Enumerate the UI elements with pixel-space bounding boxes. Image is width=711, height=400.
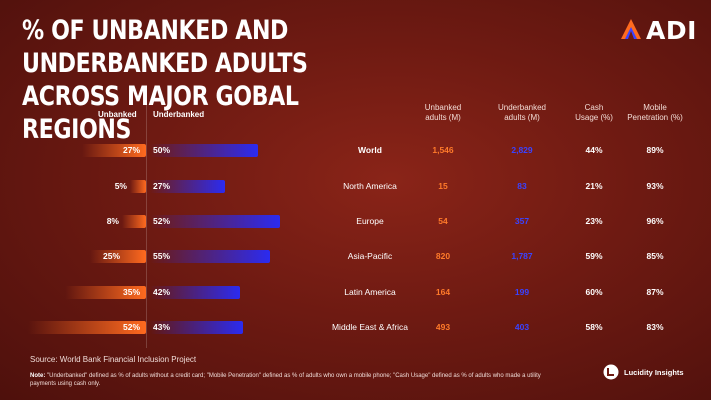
region-label: North America — [343, 181, 397, 191]
lucidity-brand: Lucidity Insights — [603, 364, 684, 380]
mobile-penetration-value: 89% — [646, 145, 664, 155]
cash-usage-value: 58% — [585, 322, 603, 332]
underbanked-adults-value: 83 — [517, 181, 527, 191]
unbanked-adults-value: 1,546 — [432, 145, 454, 155]
unbanked-adults-value: 54 — [438, 216, 448, 226]
unbanked-bar — [122, 215, 146, 228]
underbanked-value: 43% — [153, 322, 171, 332]
header-unbanked: Unbanked — [98, 110, 137, 119]
note-label: Note: — [30, 373, 46, 379]
unbanked-value: 5% — [114, 181, 127, 191]
unbanked-adults-value: 15 — [438, 181, 448, 191]
unbanked-bar — [65, 286, 146, 299]
header-underbanked: Underbanked — [153, 110, 205, 119]
unbanked-adults-value: 164 — [435, 287, 451, 297]
cash-usage-value: 59% — [585, 251, 603, 261]
mobile-penetration-value: 85% — [646, 251, 664, 261]
unbanked-adults-value: 820 — [435, 251, 451, 261]
table-row-europe: 8% 52% Europe 54 357 23% 96% — [0, 211, 711, 231]
header-mobile-penetration: Mobile Penetration (%) — [627, 103, 683, 122]
underbanked-adults-value: 357 — [514, 216, 530, 226]
unbanked-adults-value: 493 — [435, 322, 451, 332]
mobile-penetration-value: 83% — [646, 322, 664, 332]
cash-usage-value: 21% — [585, 181, 603, 191]
unbanked-value: 25% — [102, 251, 120, 261]
table-row-north-america: 5% 27% North America 15 83 21% 93% — [0, 176, 711, 196]
source-text: Source: World Bank Financial Inclusion P… — [30, 355, 197, 364]
cash-usage-value: 60% — [585, 287, 603, 297]
underbanked-bar — [150, 180, 225, 193]
unbanked-value: 8% — [106, 216, 119, 226]
unbanked-value: 35% — [122, 287, 140, 297]
region-label: Middle East & Africa — [331, 322, 409, 332]
mobile-penetration-value: 96% — [646, 216, 664, 226]
table-row-latin-america: 35% 42% Latin America 164 199 60% 87% — [0, 282, 711, 302]
header-underbanked-adults: Underbanked adults (M) — [497, 103, 547, 122]
unbanked-bar — [90, 250, 146, 263]
table-row-middle-east-africa: 52% 43% Middle East & Africa 493 403 58%… — [0, 317, 711, 337]
underbanked-adults-value: 199 — [514, 287, 530, 297]
region-label: Asia-Pacific — [347, 251, 393, 261]
table-row-asia-pacific: 25% 55% Asia-Pacific 820 1,787 59% 85% — [0, 246, 711, 266]
page-title: % of Unbanked and Underbanked Adults Acr… — [22, 15, 308, 145]
underbanked-value: 27% — [153, 181, 171, 191]
underbanked-value: 55% — [153, 251, 171, 261]
unbanked-bar — [82, 144, 146, 157]
mobile-penetration-value: 93% — [646, 181, 664, 191]
underbanked-value: 50% — [153, 145, 171, 155]
brand-text: Lucidity Insights — [624, 367, 684, 377]
adi-triangle-logo-icon — [621, 19, 641, 39]
underbanked-bar — [150, 321, 243, 334]
table-row-world: 27% 50% World 1,546 2,829 44% 89% — [0, 140, 711, 160]
underbanked-adults-value: 403 — [514, 322, 530, 332]
underbanked-value: 52% — [153, 216, 171, 226]
underbanked-adults-value: 2,829 — [511, 145, 533, 155]
header-unbanked-adults: Unbanked adults (M) — [424, 103, 462, 122]
underbanked-bar — [150, 286, 240, 299]
mobile-penetration-value: 87% — [646, 287, 664, 297]
unbanked-value: 52% — [122, 322, 140, 332]
region-label: Europe — [356, 216, 384, 226]
region-label: World — [358, 145, 382, 155]
header-cash-usage: Cash Usage (%) — [575, 103, 613, 122]
adi-logo: ADI — [620, 15, 697, 45]
underbanked-value: 42% — [153, 287, 171, 297]
center-divider — [146, 104, 147, 348]
underbanked-bar — [150, 144, 258, 157]
unbanked-bar — [130, 180, 146, 193]
logo-text: ADI — [646, 15, 697, 45]
underbanked-bar — [150, 250, 270, 263]
unbanked-bar — [28, 321, 146, 334]
underbanked-bar — [150, 215, 280, 228]
cash-usage-value: 44% — [585, 145, 603, 155]
lucidity-logo-icon — [603, 364, 619, 380]
region-label: Latin America — [344, 287, 396, 297]
note-text: "Underbanked" defined as % of adults wit… — [30, 373, 541, 387]
unbanked-value: 27% — [122, 145, 140, 155]
underbanked-adults-value: 1,787 — [511, 251, 533, 261]
cash-usage-value: 23% — [585, 216, 603, 226]
footnote: Note: "Underbanked" defined as % of adul… — [30, 373, 560, 388]
